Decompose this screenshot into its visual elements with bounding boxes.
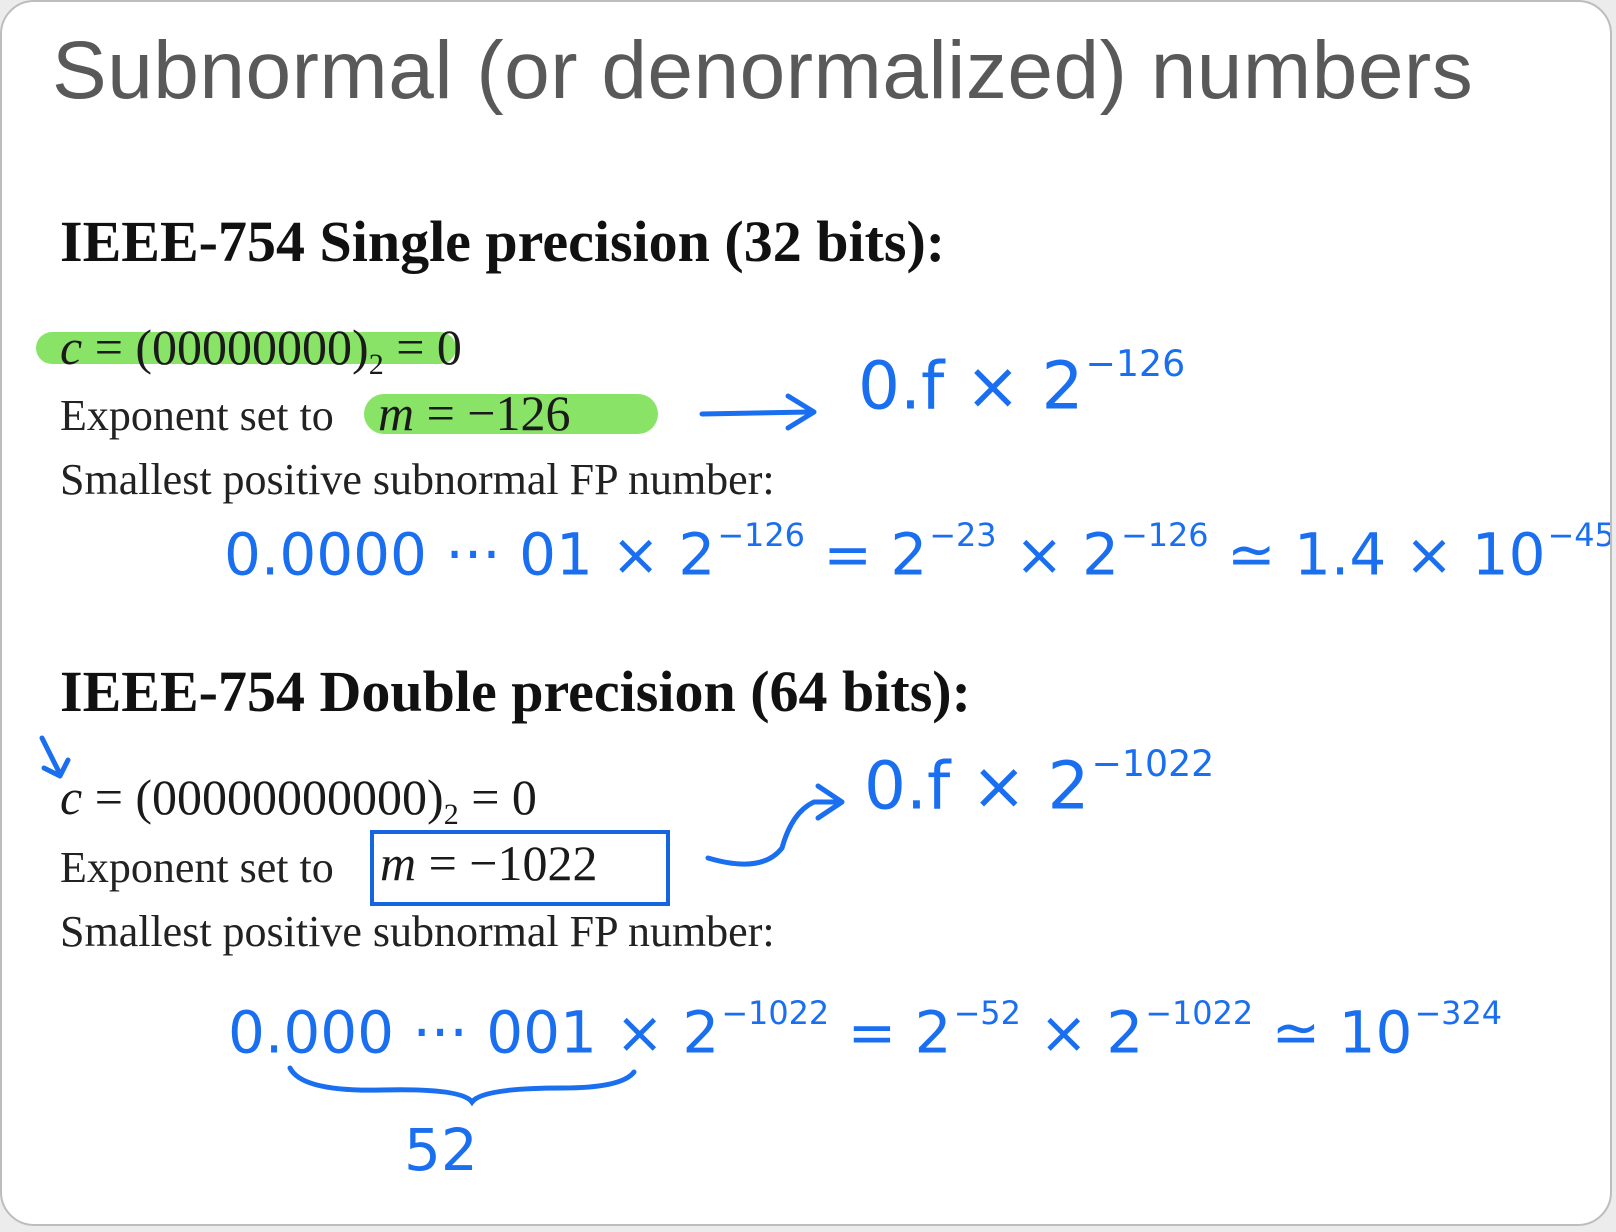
double-form-base: 0.f × 2 (864, 747, 1090, 825)
m-variable: m (380, 835, 417, 891)
single-m-equation: m = −126 (378, 384, 571, 442)
single-exp1: −126 (717, 516, 805, 554)
exponent-label: Exponent set to (60, 843, 334, 892)
single-form-exponent: −126 (1085, 342, 1186, 385)
double-exp1: −1022 (721, 994, 830, 1032)
double-exp2: −52 (953, 994, 1021, 1032)
m-variable: m (378, 385, 415, 441)
double-smallest-annotation: 0.000 ··· 001 × 2−1022 = 2−52 × 2−1022 ≃… (228, 994, 1502, 1067)
single-c-result: = 0 (383, 319, 462, 375)
double-form-annotation: 0.f × 2−1022 (864, 742, 1214, 825)
double-c-equation: c = (00000000000)2 = 0 (60, 768, 537, 832)
pointer-arrowhead-icon (41, 757, 71, 779)
double-c-result: = 0 (458, 769, 537, 825)
double-m-equation: m = −1022 (380, 834, 598, 892)
single-times: × 2 (1015, 520, 1119, 589)
double-form-exponent: −1022 (1091, 742, 1215, 785)
green-highlight-c (36, 332, 456, 364)
double-mantissa: 0.000 ··· 001 × 2 (228, 998, 720, 1067)
double-exponent-line: Exponent set to (60, 842, 334, 893)
double-precision-heading: IEEE-754 Double precision (64 bits): (60, 659, 971, 724)
m-value-box (370, 830, 670, 906)
base-subscript: 2 (443, 798, 459, 831)
single-arrowhead-icon (785, 393, 817, 431)
double-arrow-icon (705, 799, 843, 867)
slide-title: Subnormal (or denormalized) numbers (52, 25, 1474, 116)
single-mantissa: 0.0000 ··· 01 × 2 (224, 520, 716, 589)
brace-count-label: 52 (404, 1116, 478, 1184)
single-exp2: −23 (929, 516, 997, 554)
double-exp3: −1022 (1145, 994, 1254, 1032)
double-c-expression: = (00000000000) (82, 769, 444, 825)
pointer-arrow-icon (39, 735, 63, 777)
single-c-equation: c = (00000000)2 = 0 (60, 318, 462, 382)
single-form-base: 0.f × 2 (858, 347, 1084, 425)
single-arrow-icon (699, 409, 813, 417)
double-smallest-label: Smallest positive subnormal FP number: (60, 907, 775, 956)
double-arrowhead-icon (815, 783, 845, 821)
c-variable: c (60, 319, 83, 375)
single-eq: = 2 (823, 520, 928, 589)
single-precision-heading: IEEE-754 Single precision (32 bits): (60, 209, 946, 274)
single-smallest-annotation: 0.0000 ··· 01 × 2−126 = 2−23 × 2−126 ≃ 1… (224, 516, 1612, 589)
single-exp4: −45 (1547, 516, 1612, 554)
double-m-expression: = −1022 (416, 835, 598, 891)
single-c-expression: = (00000000) (82, 319, 369, 375)
base-subscript: 2 (368, 348, 384, 381)
single-exp3: −126 (1120, 516, 1209, 554)
single-smallest-label: Smallest positive subnormal FP number: (60, 455, 775, 504)
single-approx: ≃ 1.4 × 10 (1227, 520, 1546, 589)
double-eq: = 2 (847, 998, 952, 1067)
double-exp4: −324 (1414, 994, 1503, 1032)
double-times: × 2 (1039, 998, 1144, 1067)
exponent-label: Exponent set to (60, 391, 334, 440)
underbrace-icon (287, 1065, 637, 1107)
single-exponent-line: Exponent set to (60, 390, 334, 441)
single-form-annotation: 0.f × 2−126 (858, 342, 1185, 425)
green-highlight-m (364, 394, 658, 434)
c-variable: c (60, 769, 83, 825)
single-m-expression: = −126 (414, 385, 571, 441)
double-approx: ≃ 10 (1271, 998, 1413, 1067)
